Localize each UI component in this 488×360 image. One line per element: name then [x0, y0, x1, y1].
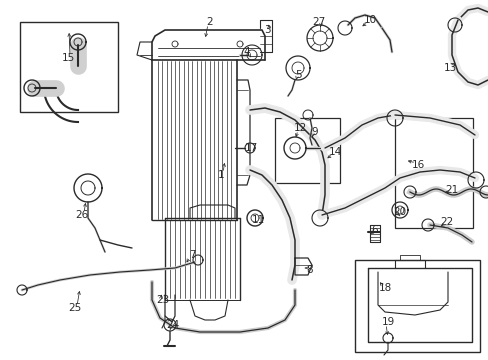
- Text: 22: 22: [440, 217, 453, 227]
- Text: 20: 20: [393, 207, 406, 217]
- Text: 11: 11: [251, 215, 264, 225]
- Text: 12: 12: [293, 123, 306, 133]
- Text: 23: 23: [156, 295, 169, 305]
- Text: 27: 27: [312, 17, 325, 27]
- Text: 19: 19: [381, 317, 394, 327]
- Text: 15: 15: [61, 53, 75, 63]
- Text: 17: 17: [244, 143, 257, 153]
- Text: 3: 3: [263, 25, 270, 35]
- Bar: [354, 260, 479, 352]
- Text: 6: 6: [371, 225, 378, 235]
- Bar: [274, 118, 339, 183]
- Text: 5: 5: [295, 70, 302, 80]
- Text: 21: 21: [445, 185, 458, 195]
- Text: 13: 13: [443, 63, 456, 73]
- Text: 9: 9: [311, 127, 318, 137]
- Bar: [20, 22, 118, 112]
- Text: 4: 4: [243, 47, 250, 57]
- Text: 7: 7: [188, 250, 195, 260]
- Text: 10: 10: [363, 15, 376, 25]
- Text: 18: 18: [378, 283, 391, 293]
- Text: 26: 26: [75, 210, 88, 220]
- Text: 25: 25: [68, 303, 81, 313]
- Bar: [394, 118, 472, 228]
- Text: 16: 16: [410, 160, 424, 170]
- Text: 14: 14: [328, 147, 341, 157]
- Text: 1: 1: [217, 170, 224, 180]
- Text: 2: 2: [206, 17, 213, 27]
- Text: 8: 8: [306, 265, 313, 275]
- Text: 24: 24: [166, 320, 179, 330]
